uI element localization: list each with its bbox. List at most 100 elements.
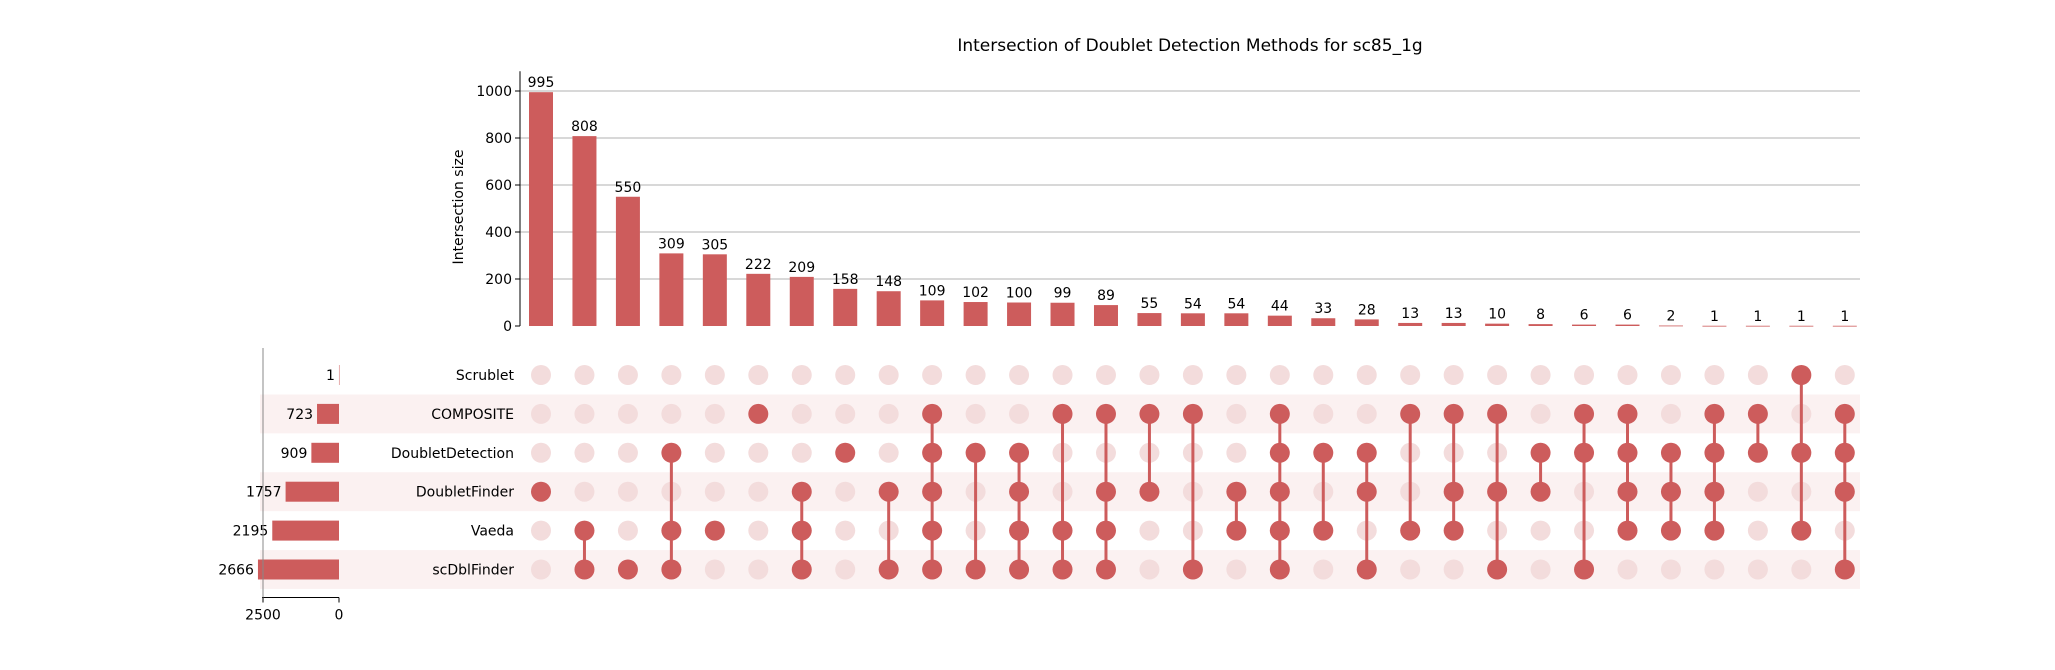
inactive-dot: [1356, 403, 1377, 424]
inactive-dot: [1226, 403, 1247, 424]
y-tick-label: 200: [485, 272, 512, 288]
bar-value-label: 309: [658, 236, 685, 252]
set-axis-tick-label: 0: [335, 608, 344, 624]
active-dot: [661, 559, 682, 580]
active-dot: [704, 520, 725, 541]
set-name-label: Scrublet: [456, 368, 515, 384]
active-dot: [1660, 520, 1681, 541]
active-dot: [1095, 481, 1116, 502]
active-dot: [791, 559, 812, 580]
active-dot: [1095, 520, 1116, 541]
active-dot: [1660, 442, 1681, 463]
active-dot: [965, 559, 986, 580]
inactive-dot: [1400, 559, 1421, 580]
set-size-bar: [285, 481, 339, 502]
inactive-dot: [1834, 365, 1855, 385]
inactive-dot: [791, 403, 812, 424]
inactive-dot: [617, 481, 638, 502]
intersection-bar: [876, 291, 901, 326]
intersection-bar: [659, 253, 684, 326]
active-dot: [1400, 520, 1421, 541]
active-dot: [922, 481, 943, 502]
inactive-dot: [1660, 559, 1681, 580]
set-size-bars: 1 723 909 1757 2195 2666: [218, 365, 340, 580]
bar-value-label: 2: [1666, 309, 1675, 325]
active-dot: [1791, 442, 1812, 463]
inactive-dot: [748, 365, 769, 385]
inactive-dot: [748, 559, 769, 580]
inactive-dot: [835, 481, 856, 502]
inactive-dot: [878, 442, 899, 463]
intersection-bar: [920, 300, 945, 326]
active-dot: [922, 520, 943, 541]
active-dot: [1009, 442, 1030, 463]
inactive-dot: [878, 403, 899, 424]
bar-value-label: 99: [1054, 286, 1072, 302]
intersection-bar: [1007, 302, 1032, 326]
set-name-labels: Scrublet COMPOSITE DoubletDetection Doublet…: [391, 368, 515, 579]
inactive-dot: [748, 520, 769, 541]
inactive-dot: [531, 520, 551, 541]
inactive-dot: [1530, 365, 1551, 385]
active-dot: [878, 559, 899, 580]
inactive-dot: [1443, 365, 1464, 385]
active-dot: [1617, 442, 1638, 463]
active-dot: [1226, 481, 1247, 502]
y-tick-label: 600: [485, 178, 512, 194]
intersection-bar: [702, 254, 727, 326]
inactive-dot: [1139, 365, 1160, 385]
inactive-dot: [835, 365, 856, 385]
inactive-dot: [1009, 365, 1030, 385]
intersection-bar: [1398, 322, 1423, 326]
active-dot: [1095, 403, 1116, 424]
inactive-dot: [1747, 365, 1768, 385]
active-dot: [1052, 403, 1073, 424]
inactive-dot: [574, 403, 595, 424]
bar-value-label: 158: [832, 272, 859, 288]
active-dot: [1313, 442, 1334, 463]
inactive-dot: [922, 365, 943, 385]
set-name-label: DoubletFinder: [416, 485, 514, 501]
active-dot: [1487, 403, 1508, 424]
inactive-dot: [1139, 559, 1160, 580]
active-dot: [1704, 403, 1725, 424]
y-tick-label: 400: [485, 225, 512, 241]
set-size-bar: [272, 520, 339, 541]
inactive-dot: [531, 442, 551, 463]
active-dot: [835, 442, 856, 463]
inactive-dot: [1052, 365, 1073, 385]
active-dot: [791, 520, 812, 541]
y-axis: 0 200 400 600 800 1000: [476, 71, 521, 335]
set-size-bar: [311, 442, 339, 463]
bar-value-label: 209: [788, 260, 815, 276]
set-size-label: 2666: [218, 563, 254, 579]
inactive-dot: [1747, 481, 1768, 502]
bar-value-label: 1: [1797, 309, 1806, 325]
intersection-bar: [833, 288, 858, 326]
active-dot: [1052, 520, 1073, 541]
inactive-dot: [1095, 365, 1116, 385]
active-dot: [1704, 481, 1725, 502]
active-dot: [1574, 403, 1595, 424]
bar-value-label: 100: [1006, 286, 1033, 302]
y-axis-label: Intersection size: [451, 150, 467, 265]
inactive-dot: [1269, 365, 1290, 385]
gridlines: [520, 90, 1860, 280]
active-dot: [1269, 481, 1290, 502]
inactive-dot: [574, 481, 595, 502]
bar-value-label: 28: [1358, 302, 1376, 318]
active-dot: [1617, 403, 1638, 424]
intersection-bar: [963, 302, 988, 326]
inactive-dot: [1313, 403, 1334, 424]
intersection-bar: [746, 273, 771, 326]
inactive-dot: [704, 481, 725, 502]
active-dot: [1052, 559, 1073, 580]
active-dot: [1009, 520, 1030, 541]
intersection-bar: [1615, 324, 1640, 326]
set-size-label: 909: [281, 446, 308, 462]
inactive-dot: [661, 403, 682, 424]
active-dot: [1747, 403, 1768, 424]
intersection-bar: [1180, 313, 1205, 326]
chart-title: Intersection of Doublet Detection Method…: [957, 36, 1422, 56]
